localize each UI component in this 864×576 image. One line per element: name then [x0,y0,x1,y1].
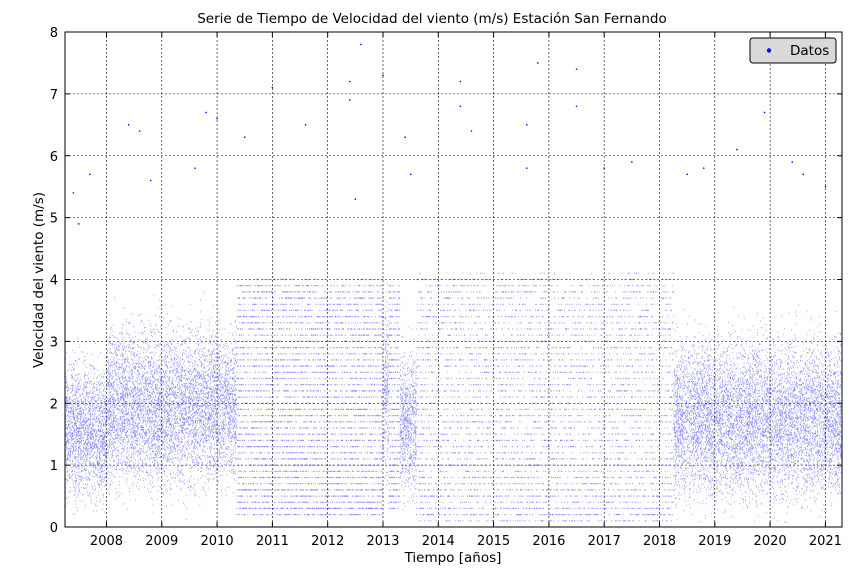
y-tick-label: 0 [50,521,58,536]
scatter-point [243,136,246,138]
scatter-point [354,198,357,200]
scatter-point [459,105,462,108]
scatter-point [702,167,705,169]
scatter-point [603,167,605,169]
scatter-point [575,68,578,70]
scatter-point-cloud [65,272,843,524]
scatter-point [349,80,351,83]
scatter-point [360,43,362,46]
scatter-point [459,80,462,83]
legend: Datos [749,37,837,64]
scatter-points [65,43,843,524]
scatter-point [404,136,406,138]
y-tick-label: 6 [50,150,58,165]
x-tick-label: 2019 [698,534,731,549]
axis-ticks: 2008 2009 2010 2011 2012 2013 2014 2015 2016 2017… [50,26,842,549]
x-tick-label: 2011 [256,534,289,549]
scatter-point [470,130,473,132]
scatter-point [525,124,528,126]
x-tick-label: 2021 [809,534,842,549]
x-tick-label: 2014 [422,534,455,549]
scatter-point [216,117,218,120]
y-tick-label: 4 [50,274,58,289]
x-axis-label: Tiempo [años] [404,550,502,566]
scatter-point [127,124,130,126]
x-tick-label: 2018 [643,534,676,549]
legend-label: Datos [790,43,829,59]
x-tick-label: 2017 [588,534,621,549]
x-tick-label: 2015 [477,534,510,549]
scatter-point [537,62,539,64]
x-tick-label: 2009 [145,534,178,549]
scatter-point [194,167,196,169]
x-tick-label: 2008 [90,534,123,549]
scatter-point [349,99,351,101]
scatter-point [205,111,207,114]
x-tick-label: 2020 [754,534,787,549]
x-tick-label: 2012 [311,534,344,549]
x-tick-label: 2013 [366,534,399,549]
y-tick-label: 7 [50,88,58,103]
scatter-point [89,173,91,176]
scatter-point [138,130,141,132]
y-tick-label: 5 [50,212,58,227]
y-axis-label: Velocidad del viento (m/s) [31,192,47,368]
scatter-point [791,161,794,163]
chart-title: Serie de Tiempo de Velocidad del viento … [197,11,667,27]
y-tick-label: 8 [50,26,58,41]
x-tick-label: 2016 [532,534,565,549]
scatter-point [271,86,274,89]
legend-box [749,37,837,64]
scatter-point [575,105,578,108]
scatter-point [304,124,307,126]
y-tick-label: 2 [50,397,58,412]
y-tick-label: 3 [50,335,58,350]
scatter-point [824,185,827,188]
scatter-point [736,148,738,151]
scatter-point [72,192,75,194]
scatter-point [409,173,412,176]
scatter-point [78,223,80,225]
scatter-point [382,74,384,77]
scatter-point [631,161,633,163]
scatter-point [686,173,688,176]
x-tick-label: 2010 [201,534,234,549]
scatter-point [149,179,152,182]
y-tick-label: 1 [50,459,58,474]
scatter-point [763,111,766,114]
scatter-point [525,167,528,169]
scatter-point [802,173,805,176]
legend-marker [766,48,772,53]
